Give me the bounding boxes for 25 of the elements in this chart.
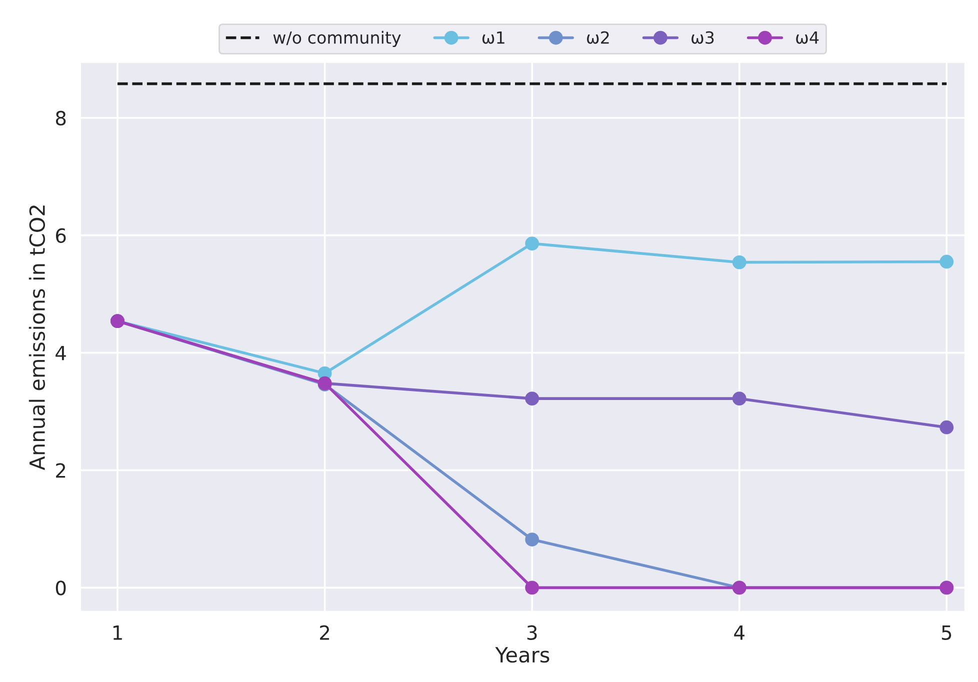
y-tick-label: 6 bbox=[56, 228, 66, 243]
x-tick-label: 3 bbox=[527, 625, 537, 640]
y-tick-label: 8 bbox=[56, 110, 66, 126]
point bbox=[525, 236, 540, 250]
y-tick-label: 0 bbox=[56, 580, 66, 596]
y-tick-label: 4 bbox=[56, 346, 66, 360]
point bbox=[732, 392, 746, 406]
legend-label: w/o community bbox=[273, 30, 401, 48]
point bbox=[525, 392, 540, 406]
point bbox=[732, 255, 746, 270]
point bbox=[525, 532, 540, 546]
y-tick-label: 2 bbox=[56, 463, 66, 478]
x-tick-label: 1 bbox=[113, 626, 122, 640]
legend-label: ω1 bbox=[482, 31, 504, 44]
legend-label: ω3 bbox=[692, 31, 714, 44]
point bbox=[940, 420, 954, 434]
point bbox=[525, 580, 540, 595]
x-tick-label: 2 bbox=[320, 625, 330, 640]
x-tick-label: 4 bbox=[734, 626, 744, 640]
legend-label: ω2 bbox=[586, 31, 609, 44]
y-axis-title: Annual emissions in tCO2 bbox=[28, 206, 46, 470]
x-tick-label: 5 bbox=[942, 626, 952, 640]
point bbox=[940, 254, 954, 269]
x-axis-title: Years bbox=[495, 647, 550, 663]
legend-label: ω4 bbox=[796, 31, 819, 44]
